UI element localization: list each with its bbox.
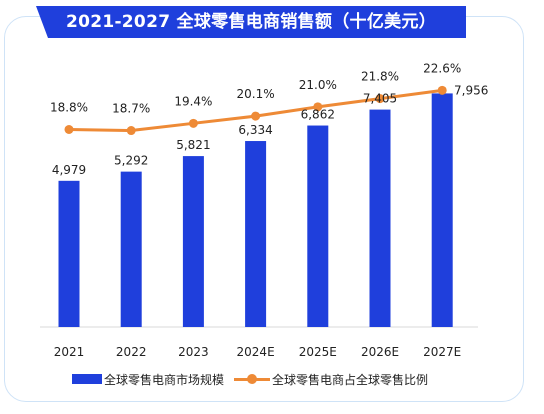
legend-bar-label: 全球零售电商市场规模 [104,372,225,387]
legend-line-swatch [234,374,271,384]
bar-2026E [369,109,391,327]
share-value-label: 18.8% [50,101,88,115]
bar-2024E [245,141,267,327]
bar-2021 [58,180,80,327]
bar-value-label: 6,862 [301,108,335,122]
x-tick-label: 2024E [237,345,275,359]
legend-line-label: 全球零售电商占全球零售比例 [272,372,429,387]
share-point-2023 [188,118,198,128]
bar-value-label: 5,821 [176,138,210,152]
bar-2022 [120,171,142,327]
share-point-2025E [313,102,323,112]
bar-2025E [307,125,329,327]
share-value-label: 22.6% [423,61,461,75]
share-point-2022 [126,126,136,136]
x-tick-label: 2022 [116,345,147,359]
bar-value-label: 7,956 [454,83,488,97]
legend-item-share: 全球零售电商占全球零售比例 [234,371,428,388]
bar-value-label: 6,334 [238,123,272,137]
share-value-label: 18.7% [112,102,150,116]
chart-title: 2021-2027 全球零售电商销售额（十亿美元） [36,6,466,38]
bar-value-label: 4,979 [52,163,86,177]
bar-2023 [182,156,204,327]
bar-2027E [431,93,453,328]
x-tick-label: 2021 [54,345,85,359]
share-value-label: 21.8% [361,70,399,84]
share-value-label: 19.4% [174,94,212,108]
share-point-2024E [251,111,261,121]
x-tick-label: 2023 [178,345,209,359]
share-value-label: 21.0% [299,78,337,92]
bar-value-label: 5,292 [114,154,148,168]
share-point-2026E [375,94,385,104]
legend-bar-swatch [72,374,102,384]
x-tick-label: 2025E [299,345,337,359]
bar-value-label: 7,405 [363,92,397,106]
share-point-2027E [437,85,447,95]
x-tick-label: 2027E [423,345,461,359]
share-point-2021 [64,125,74,134]
legend-item-market-size: 全球零售电商市场规模 [72,371,224,388]
share-value-label: 20.1% [237,87,275,101]
chart-legend: 全球零售电商市场规模 全球零售电商占全球零售比例 [72,370,438,388]
x-tick-label: 2026E [361,345,399,359]
